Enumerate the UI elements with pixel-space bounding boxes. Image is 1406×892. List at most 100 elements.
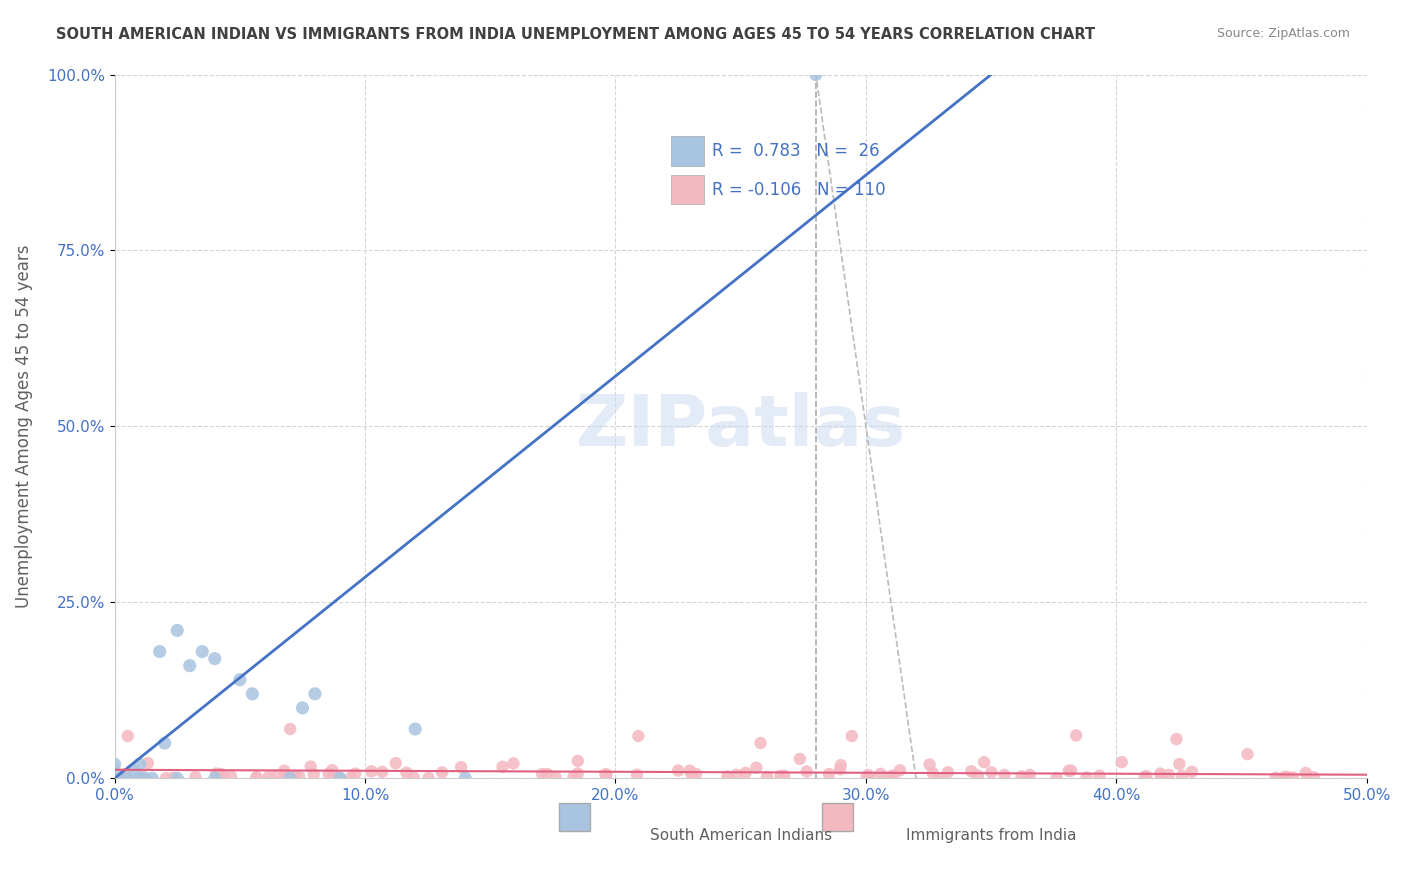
Point [725,768,748,782]
Text: South American Indians: South American Indians [650,828,832,843]
Point [685,767,707,781]
Point [384,756,406,771]
Point [395,765,418,780]
Point [1168,757,1191,772]
Point [749,736,772,750]
Point [567,754,589,768]
Point [104,757,127,772]
Point [117,729,139,743]
Point [562,770,585,784]
Point [595,767,617,781]
Point [141,771,163,785]
Text: Immigrants from India: Immigrants from India [905,828,1077,843]
Point [340,770,363,784]
Point [818,767,841,781]
Point [1171,769,1194,783]
Text: Source: ZipAtlas.com: Source: ZipAtlas.com [1216,27,1350,40]
Point [205,766,228,780]
Point [830,758,852,772]
Point [134,771,156,785]
Bar [560,803,591,831]
Point [595,767,617,781]
Point [1076,771,1098,785]
Point [627,729,650,743]
Point [104,764,127,779]
Point [666,764,689,778]
Point [321,771,343,785]
Point [454,771,477,785]
Point [1060,764,1083,778]
Point [1181,764,1204,779]
Point [869,767,891,781]
Point [773,769,796,783]
Point [115,771,138,785]
Point [1157,768,1180,782]
Point [1277,770,1299,784]
Point [245,770,267,784]
Point [450,760,472,774]
Point [1064,728,1087,742]
Text: ZIPatlas: ZIPatlas [575,392,905,461]
Point [936,765,959,780]
Point [855,769,877,783]
Point [229,673,252,687]
Point [1236,747,1258,761]
Bar [823,803,853,831]
Point [302,767,325,781]
Point [1111,755,1133,769]
Point [402,770,425,784]
Point [789,752,811,766]
Point [299,759,322,773]
Point [756,770,779,784]
Point [769,769,792,783]
Point [679,764,702,778]
Point [149,644,172,658]
Point [274,769,297,783]
Point [291,701,314,715]
Point [114,767,136,781]
Point [208,767,231,781]
Point [1274,770,1296,784]
Point [1057,764,1080,778]
Point [136,756,159,771]
Point [1149,766,1171,780]
Point [418,771,440,785]
Point [153,736,176,750]
Point [567,766,589,780]
Point [128,757,150,772]
Point [132,770,155,784]
Point [166,624,188,638]
Point [284,769,307,783]
Point [1011,769,1033,783]
Point [329,771,352,785]
Point [1133,770,1156,784]
Point [1166,732,1188,747]
Point [184,770,207,784]
Point [921,766,943,780]
Point [128,771,150,785]
Point [278,771,301,785]
Point [973,755,995,769]
Point [1302,770,1324,784]
Point [273,764,295,778]
Point [734,765,756,780]
Point [318,766,340,780]
Point [278,722,301,736]
Point [1135,769,1157,783]
Point [1150,770,1173,784]
Point [1088,769,1111,783]
Point [502,756,524,771]
Point [1046,771,1069,785]
Point [219,769,242,783]
Point [404,722,426,736]
Point [304,687,326,701]
Point [204,651,226,665]
Point [191,644,214,658]
Point [745,761,768,775]
Point [716,769,738,783]
Point [858,768,880,782]
Y-axis label: Unemployment Among Ages 45 to 54 years: Unemployment Among Ages 45 to 54 years [15,244,32,608]
Point [880,769,903,783]
Point [166,771,188,785]
Point [288,769,311,783]
